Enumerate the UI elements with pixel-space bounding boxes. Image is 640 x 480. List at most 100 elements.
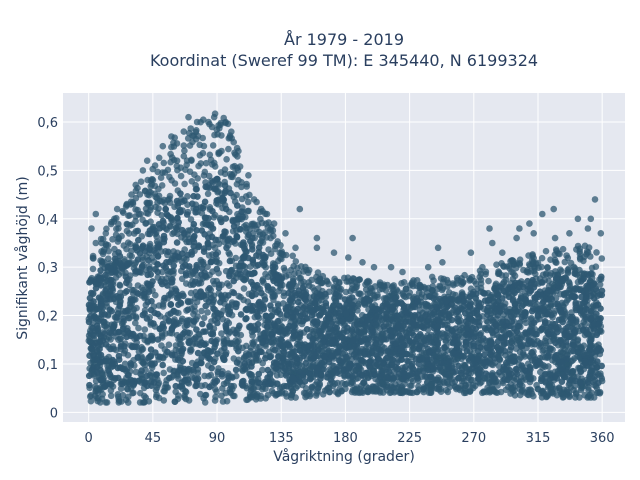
scatter-point (181, 180, 188, 188)
scatter-point (349, 373, 356, 380)
scatter-point (144, 176, 151, 184)
scatter-point (327, 306, 334, 313)
scatter-point (198, 227, 206, 234)
scatter-point (157, 174, 165, 181)
scatter-point (159, 169, 166, 176)
scatter-point (385, 368, 393, 376)
scatter-point (133, 304, 140, 312)
scatter-point (394, 365, 402, 373)
scatter-point (578, 384, 585, 392)
scatter-point (543, 393, 551, 400)
scatter-point (375, 356, 383, 363)
scatter-point (154, 268, 162, 276)
scatter-point (538, 254, 546, 262)
scatter-point (477, 280, 485, 287)
scatter-point (153, 371, 160, 378)
scatter-point (405, 317, 413, 325)
scatter-point (235, 176, 242, 184)
scatter-point (112, 346, 120, 354)
scatter-point (542, 247, 550, 255)
scatter-point (490, 374, 498, 382)
scatter-point (559, 365, 566, 372)
scatter-point (394, 312, 401, 320)
scatter-point (409, 360, 416, 368)
scatter-point (151, 227, 158, 234)
scatter-point (237, 311, 245, 318)
scatter-point (218, 330, 225, 337)
scatter-point (150, 379, 158, 386)
scatter-point (481, 351, 488, 359)
scatter-point (241, 366, 249, 373)
scatter-point (216, 181, 223, 188)
scatter-point (227, 189, 234, 197)
scatter-point (594, 301, 602, 309)
scatter-point (457, 369, 465, 377)
scatter-point (140, 290, 148, 298)
scatter-point (198, 359, 205, 367)
scatter-point (526, 386, 534, 393)
scatter-point (223, 156, 230, 163)
scatter-point (289, 252, 297, 260)
scatter-point (517, 343, 525, 350)
scatter-point (148, 335, 155, 343)
scatter-point (530, 319, 538, 327)
scatter-point (94, 397, 101, 405)
scatter-point (115, 356, 123, 364)
scatter-point (173, 294, 181, 302)
scatter-point (167, 290, 175, 297)
scatter-point (192, 209, 199, 216)
scatter-point (122, 203, 130, 210)
scatter-point (226, 272, 233, 280)
scatter-point (236, 322, 243, 330)
scatter-point (188, 248, 195, 256)
scatter-point (527, 299, 534, 307)
scatter-point (292, 362, 300, 370)
scatter-point (537, 340, 544, 347)
scatter-point (193, 292, 201, 300)
scatter-point (105, 290, 112, 298)
scatter-point (206, 151, 214, 159)
scatter-point (352, 353, 360, 361)
scatter-point (581, 321, 589, 328)
scatter-point (348, 378, 356, 386)
scatter-point (558, 359, 566, 366)
scatter-point (441, 331, 448, 338)
scatter-point (529, 305, 537, 313)
scatter-point (357, 329, 365, 337)
scatter-point (166, 195, 173, 203)
scatter-point (303, 326, 311, 333)
scatter-point (308, 276, 316, 284)
scatter-point (248, 292, 256, 299)
scatter-point (95, 317, 102, 325)
scatter-point (427, 339, 435, 346)
scatter-point (158, 342, 165, 349)
scatter-point (310, 342, 317, 349)
scatter-point (571, 329, 579, 337)
scatter-point (244, 198, 252, 206)
scatter-point (532, 270, 539, 278)
scatter-point (206, 271, 213, 279)
scatter-point (144, 191, 151, 198)
scatter-point (166, 374, 173, 382)
scatter-point (215, 365, 222, 372)
scatter-point (315, 346, 322, 354)
scatter-point (274, 300, 282, 308)
scatter-point (278, 250, 285, 257)
scatter-point (247, 302, 254, 310)
scatter-point (443, 371, 451, 378)
scatter-point (280, 264, 288, 272)
scatter-point (259, 276, 267, 283)
scatter-point (124, 276, 131, 284)
scatter-point (383, 383, 391, 390)
scatter-point (106, 306, 114, 314)
scatter-point (137, 178, 145, 185)
scatter-point (214, 319, 221, 327)
scatter-point (227, 388, 234, 396)
scatter-point (494, 343, 501, 351)
scatter-point (268, 387, 276, 395)
scatter-point (469, 381, 477, 389)
scatter-point (281, 327, 289, 335)
scatter-point (564, 323, 571, 331)
scatter-point (107, 345, 114, 353)
scatter-point (529, 329, 536, 337)
